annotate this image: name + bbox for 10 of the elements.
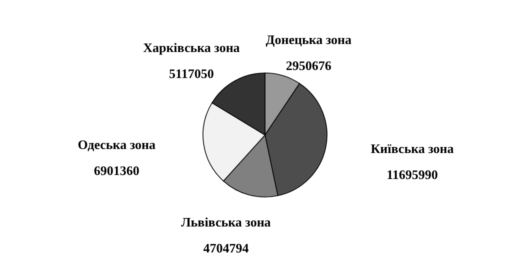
slice-label: Одеська зона <box>78 136 156 152</box>
slice-label: Харківська зона <box>143 40 240 56</box>
data-label: 5117050 <box>169 66 214 82</box>
slice-label: Львівська зона <box>181 214 272 230</box>
data-label: 6901360 <box>94 162 140 178</box>
slice-label: Київська зона <box>370 141 454 156</box>
data-label: 2950676 <box>286 58 332 74</box>
data-label: 4704794 <box>203 240 250 256</box>
slice-label: Донецька зона <box>266 32 352 48</box>
data-label: 11695990 <box>386 167 438 182</box>
